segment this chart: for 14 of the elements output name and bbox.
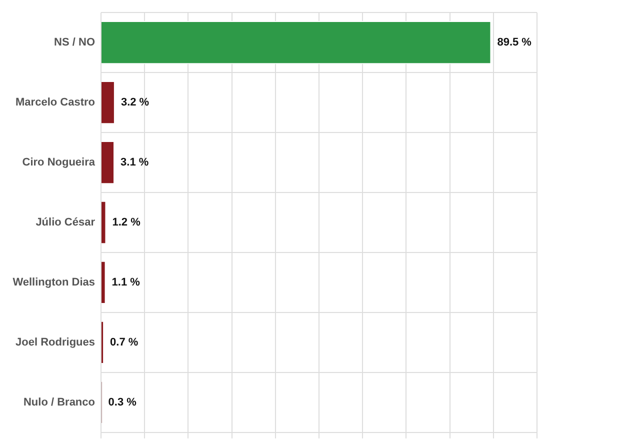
- y-tick-label: Nulo / Branco: [23, 396, 96, 408]
- data-label: 3.1 %: [120, 156, 149, 169]
- y-tick-label: Joel Rodrigues: [16, 336, 95, 348]
- y-tick-label: Ciro Nogueira: [22, 156, 96, 169]
- data-label: 1.1 %: [112, 276, 140, 289]
- data-label: 89.5 %: [497, 36, 532, 49]
- data-label: 1.2 %: [112, 216, 141, 229]
- y-tick-label: Wellington Dias: [12, 276, 95, 289]
- data-label: 3.2 %: [120, 96, 150, 109]
- y-tick-label: NS / NO: [54, 36, 96, 49]
- data-label: 0.3 %: [108, 396, 137, 408]
- data-label: 0.7 %: [110, 336, 138, 348]
- y-tick-label: Marcelo Castro: [16, 96, 96, 109]
- y-tick-label: Júlio César: [36, 216, 96, 229]
